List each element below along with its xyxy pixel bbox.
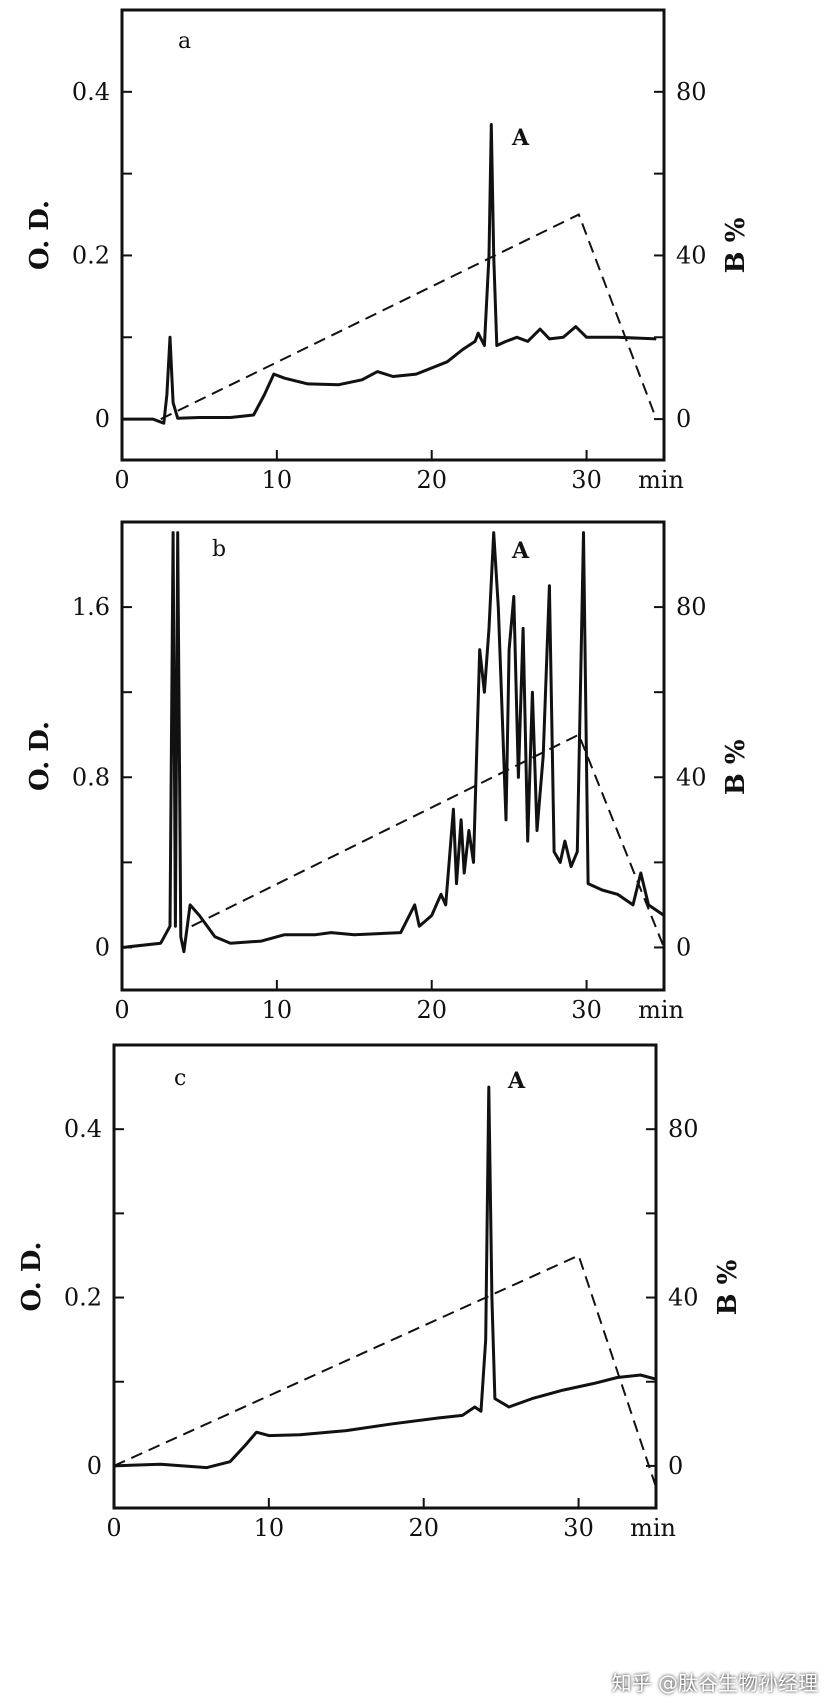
y-tick-label: 0 [95,405,110,433]
y2-tick-label: 80 [676,78,707,106]
plot-frame [120,8,666,462]
x-tick-label: 30 [571,996,602,1024]
y2-tick-label: 80 [668,1115,699,1143]
y-axis-title: O. D. [17,1242,47,1312]
y-tick-label: 1.6 [72,593,110,621]
y-tick-label: 0.4 [64,1115,102,1143]
x-tick-label: 20 [416,466,447,494]
x-tick-label: 20 [408,1514,439,1542]
y2-tick-label: 80 [676,593,707,621]
x-tick-label: 10 [262,466,293,494]
x-tick-label: 30 [563,1514,594,1542]
peak-label: A [511,125,530,151]
x-tick-label: 0 [106,1514,121,1542]
x-tick-label: 10 [254,1514,285,1542]
peak-label: A [507,1068,526,1094]
y2-axis-title: B % [721,739,751,795]
gradient-b-percent-series [191,733,664,948]
od-absorbance-series [122,123,657,425]
x-axis-label: min [638,996,684,1024]
y-axis-title: O. D. [25,721,55,791]
y2-tick-label: 40 [676,241,707,269]
y-tick-label: 0.2 [72,241,110,269]
x-axis-label: min [630,1514,676,1542]
gradient-b-percent-series [160,213,658,420]
x-tick-label: 0 [114,996,129,1024]
y-tick-label: 0.4 [72,78,110,106]
panel-letter: c [174,1066,186,1091]
chart-panel-a: 0 10 20 30 min 0 0.2 0.4 O. D. 0 40 80 B % a A [25,8,751,494]
panel-letter: a [178,29,191,54]
od-absorbance-series [122,531,664,954]
y2-tick-label: 40 [668,1284,699,1312]
y-tick-label: 0.2 [64,1284,102,1312]
y-tick-label: 0 [87,1452,102,1480]
x-tick-label: 30 [571,466,602,494]
chart-panel-b: 0 10 20 30 min 0 0.8 1.6 O. D. 0 40 80 B % b A [25,520,751,1024]
panel-letter: b [212,537,226,562]
x-tick-label: 0 [114,466,129,494]
x-tick-label: 20 [416,996,447,1024]
gradient-b-percent-series [114,1254,656,1488]
y2-tick-label: 0 [676,933,691,961]
od-absorbance-series [114,1085,656,1470]
x-tick-label: 10 [262,996,293,1024]
y2-axis-title: B % [721,217,751,273]
chart-panel-c: 0 10 20 30 min 0 0.2 0.4 O. D. 0 40 80 B % c A [17,1043,743,1542]
peak-label: A [511,538,530,564]
y2-axis-title: B % [713,1259,743,1315]
y2-tick-label: 40 [676,763,707,791]
y-tick-label: 0 [95,933,110,961]
watermark: 知乎 @肽谷生物孙经理 [611,1671,818,1695]
y-axis-title: O. D. [25,200,55,270]
y2-tick-label: 0 [676,405,691,433]
plot-frame [112,1043,658,1510]
plot-frame [120,520,666,992]
x-axis-label: min [638,466,684,494]
y-tick-label: 0.8 [72,763,110,791]
y2-tick-label: 0 [668,1452,683,1480]
